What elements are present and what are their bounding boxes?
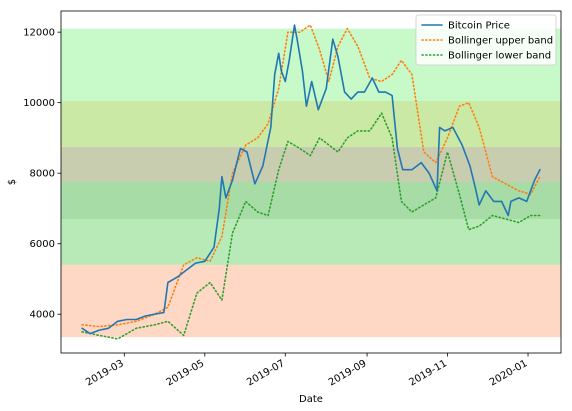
x-tick-label-2: 2019-07 <box>245 358 287 388</box>
series-line-0 <box>81 24 541 335</box>
series-layer <box>81 24 541 340</box>
price-band-2 <box>61 182 561 220</box>
plot-frame <box>60 10 562 354</box>
legend-label-1: Bollinger upper band <box>448 36 553 47</box>
price-band-1 <box>61 219 561 265</box>
y-tick-label-1: 6000 <box>30 239 55 250</box>
x-axis: 2019-03 2019-05 2019-07 2019-09 2019-11 2020-… <box>84 353 530 388</box>
y-tick-label-4: 12000 <box>23 28 55 39</box>
y-tick-label-2: 8000 <box>30 169 55 180</box>
x-tick-label-5: 2020-01 <box>488 358 530 388</box>
legend-label-2: Bollinger lower band <box>448 51 551 62</box>
price-band-0 <box>61 264 561 338</box>
y-tick-label-3: 10000 <box>23 98 55 109</box>
x-tick-label-1: 2019-05 <box>165 358 207 388</box>
x-tick-label-3: 2019-09 <box>327 358 369 388</box>
y-axis: 4000 6000 8000 10000 12000 <box>23 28 61 321</box>
series-line-1 <box>81 24 541 328</box>
legend-label-0: Bitcoin Price <box>448 21 510 32</box>
x-tick-label-0: 2019-03 <box>84 358 126 388</box>
legend: Bitcoin Price Bollinger upper band Bolling… <box>415 14 557 66</box>
series-line-2 <box>81 112 541 340</box>
y-axis-label: $ <box>7 179 18 185</box>
y-tick-label-0: 4000 <box>30 310 55 321</box>
price-band-3 <box>61 146 561 182</box>
x-tick-label-4: 2019-11 <box>407 358 449 388</box>
legend-box <box>415 14 557 66</box>
x-axis-label: Date <box>299 394 323 405</box>
price-band-4 <box>61 100 561 147</box>
bands-layer <box>61 28 561 338</box>
